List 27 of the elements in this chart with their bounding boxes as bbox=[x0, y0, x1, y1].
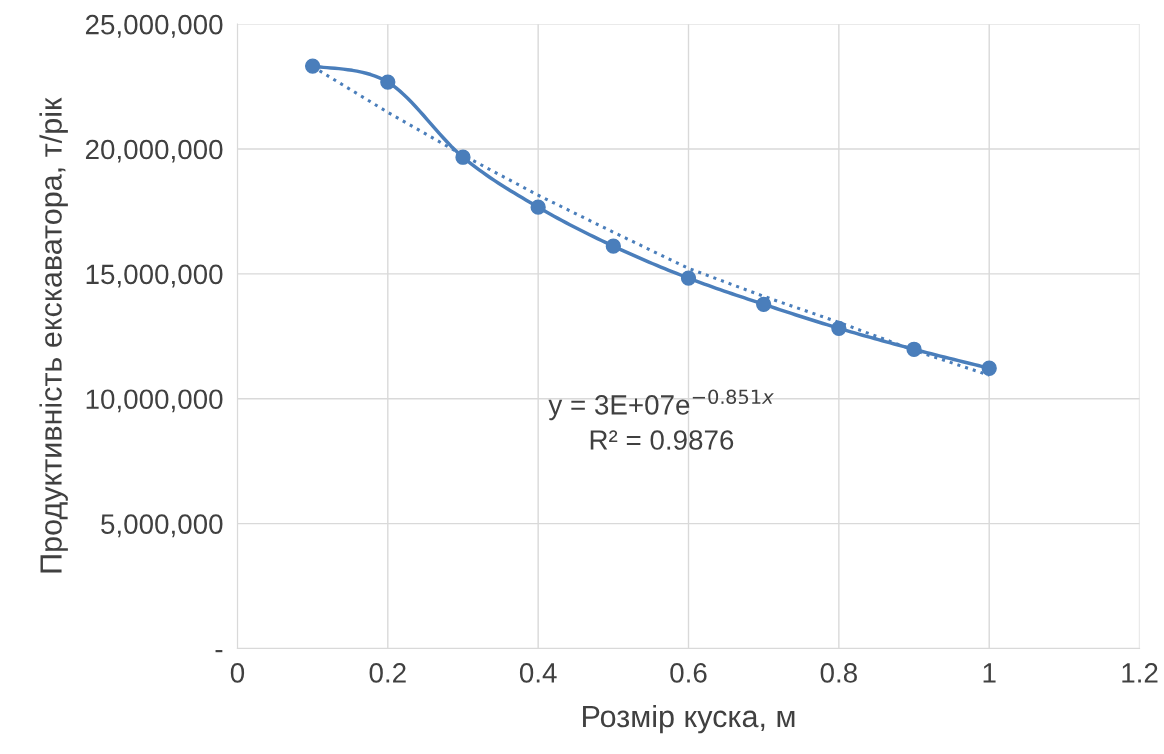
x-tick-label: 0.8 bbox=[820, 663, 857, 683]
annotation: R² = 0.9876 bbox=[590, 430, 734, 450]
y-axis-title: Продуктивність екскаватора, т/рік bbox=[39, 97, 68, 573]
point bbox=[981, 360, 997, 376]
point bbox=[906, 341, 922, 357]
point bbox=[680, 270, 697, 286]
x-tick-label: 1.2 bbox=[1122, 663, 1158, 683]
point bbox=[455, 149, 471, 165]
x-tick-label: 0.6 bbox=[670, 663, 707, 683]
annotation: y = 3E+07e$^{−0.851x}$ bbox=[548, 389, 774, 421]
x-tick-label: 1 bbox=[983, 663, 996, 683]
y-tick-label: - bbox=[215, 650, 223, 653]
point bbox=[304, 58, 321, 74]
x-tick-label: 0.2 bbox=[369, 663, 406, 683]
point bbox=[380, 74, 396, 90]
y-tick-label: 25,000,000 bbox=[85, 14, 223, 38]
x-axis-title: Розмір куска, м bbox=[583, 704, 795, 734]
point bbox=[831, 320, 847, 336]
y-tick-label: 20,000,000 bbox=[85, 139, 223, 163]
y-tick-label: 15,000,000 bbox=[86, 264, 223, 288]
point bbox=[530, 199, 546, 215]
point bbox=[756, 296, 772, 312]
x-tick-label: 0 bbox=[230, 663, 245, 683]
y-tick-label: 5,000,000 bbox=[101, 514, 223, 538]
x-tick-label: 0.4 bbox=[519, 663, 557, 683]
point bbox=[605, 238, 621, 254]
y-tick-label: 10,000,000 bbox=[86, 389, 223, 413]
